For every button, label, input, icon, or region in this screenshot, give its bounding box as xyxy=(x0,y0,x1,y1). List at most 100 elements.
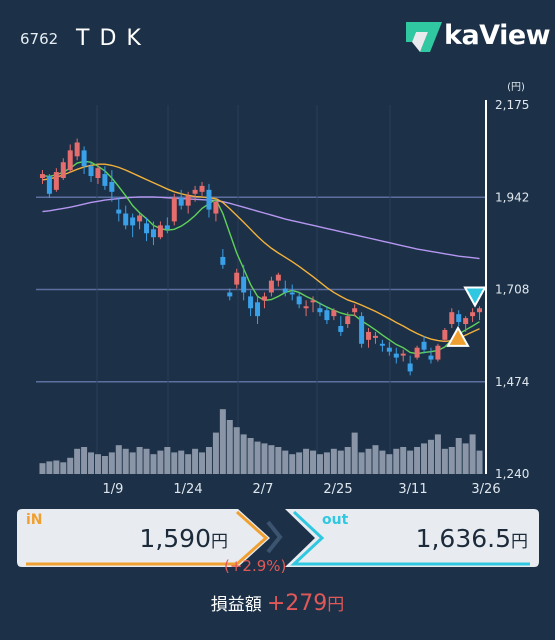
candles xyxy=(39,138,483,376)
candle-body xyxy=(303,306,309,309)
volume-bar xyxy=(462,443,469,474)
candle-body xyxy=(53,172,59,190)
volume-bar xyxy=(434,434,441,474)
volume-bar xyxy=(407,450,414,474)
candle-body xyxy=(234,272,240,285)
x-tick-label: 2/25 xyxy=(323,482,352,497)
candle-body xyxy=(435,345,441,360)
volume-bar xyxy=(39,463,46,474)
volume-bar xyxy=(143,448,150,474)
volume-bar xyxy=(164,447,171,474)
volume-bar xyxy=(379,450,386,474)
candle-body xyxy=(338,326,344,332)
x-tick-label: 1/9 xyxy=(103,482,124,497)
candle-body xyxy=(317,308,323,313)
candle-body xyxy=(261,296,267,301)
candle-body xyxy=(296,296,302,305)
candle-body xyxy=(116,209,122,214)
candle-body xyxy=(227,292,233,297)
volume-bar xyxy=(372,445,379,474)
candle-body xyxy=(268,280,274,293)
volume-bar xyxy=(101,456,108,474)
stock-name: TDK xyxy=(76,26,151,51)
candle-body xyxy=(428,355,434,360)
candle-body xyxy=(275,274,281,281)
volume-bar xyxy=(469,434,476,474)
volume-bar xyxy=(386,454,393,474)
candle-body xyxy=(456,314,462,323)
candle-body xyxy=(74,142,80,157)
volume-bar xyxy=(358,452,365,474)
volume-bar xyxy=(289,454,296,474)
ma-mid-path xyxy=(42,163,480,343)
y-tick-label: 1,474 xyxy=(495,375,529,389)
candle-body xyxy=(345,316,351,325)
volume-bar xyxy=(185,454,192,474)
volume-bar xyxy=(275,447,282,474)
candle-body xyxy=(46,176,52,194)
volume-bar xyxy=(310,450,317,474)
volume-bar xyxy=(261,443,268,474)
candle-body xyxy=(331,310,337,317)
candle-body xyxy=(470,312,476,317)
volume-bar xyxy=(365,448,372,474)
kaview-logo-icon xyxy=(406,22,442,52)
volume-bar xyxy=(46,461,53,474)
stock-code: 6762 xyxy=(20,30,59,48)
out-marker-icon xyxy=(463,286,487,308)
candle-body xyxy=(206,189,212,210)
volume-bar xyxy=(219,409,226,474)
candle-body xyxy=(130,217,136,226)
volume-bar xyxy=(115,445,122,474)
candle-body xyxy=(137,215,143,222)
candle-body xyxy=(157,225,163,238)
volume-bar xyxy=(393,448,400,474)
candle-body xyxy=(164,225,170,230)
in-marker-icon xyxy=(446,325,470,347)
volume-bar xyxy=(226,420,233,474)
volume-bar xyxy=(247,438,254,474)
profit-loss: 損益額 +279円 xyxy=(0,590,555,616)
out-box-bg xyxy=(285,509,539,567)
stock-chart: (円) 2,175 1,942 1,708 1,474 1,240 1/9 1/24 2/7 2/… xyxy=(0,70,555,500)
ma-short-line xyxy=(42,160,480,355)
candle-body xyxy=(220,256,226,265)
volume-bar xyxy=(254,441,261,474)
chart-axis: (円) 2,175 1,942 1,708 1,474 1,240 1/9 1/24 2/7 2/… xyxy=(103,82,530,497)
out-label: out xyxy=(322,512,349,528)
ma-long-line xyxy=(42,196,480,260)
candle-body xyxy=(379,343,385,346)
axis-unit: (円) xyxy=(507,82,525,93)
volume-bar xyxy=(337,450,344,474)
candle-body xyxy=(60,162,66,179)
candle-body xyxy=(372,335,378,338)
candle-body xyxy=(39,174,45,179)
candle-body xyxy=(150,229,156,238)
volume-bar xyxy=(240,434,247,474)
in-label: iN xyxy=(26,512,43,528)
trade-panel: iN 1,590円 out 1,636.5円 xyxy=(16,508,540,568)
volume-bar xyxy=(351,432,358,474)
volume-bar xyxy=(150,454,157,474)
candle-body xyxy=(248,296,254,309)
candle-body xyxy=(88,166,94,177)
candle-body xyxy=(192,189,198,194)
volume-bar xyxy=(268,445,275,474)
volume-bar xyxy=(316,454,323,474)
candle-body xyxy=(109,181,115,192)
candle-body xyxy=(463,318,469,325)
volume-bar xyxy=(282,450,289,474)
candle-body xyxy=(359,316,365,344)
volume-bar xyxy=(74,448,81,474)
volume-bar xyxy=(157,450,164,474)
candle-body xyxy=(407,363,413,372)
logo-text: kaView xyxy=(444,20,551,51)
kaview-logo: kaView xyxy=(404,18,551,58)
candle-body xyxy=(102,174,108,186)
volume-bar xyxy=(129,452,136,474)
x-tick-label: 2/7 xyxy=(253,482,274,497)
x-tick-label: 3/11 xyxy=(398,482,427,497)
volume-bar xyxy=(88,452,95,474)
volume-bar xyxy=(212,432,219,474)
volume-bar xyxy=(421,443,428,474)
